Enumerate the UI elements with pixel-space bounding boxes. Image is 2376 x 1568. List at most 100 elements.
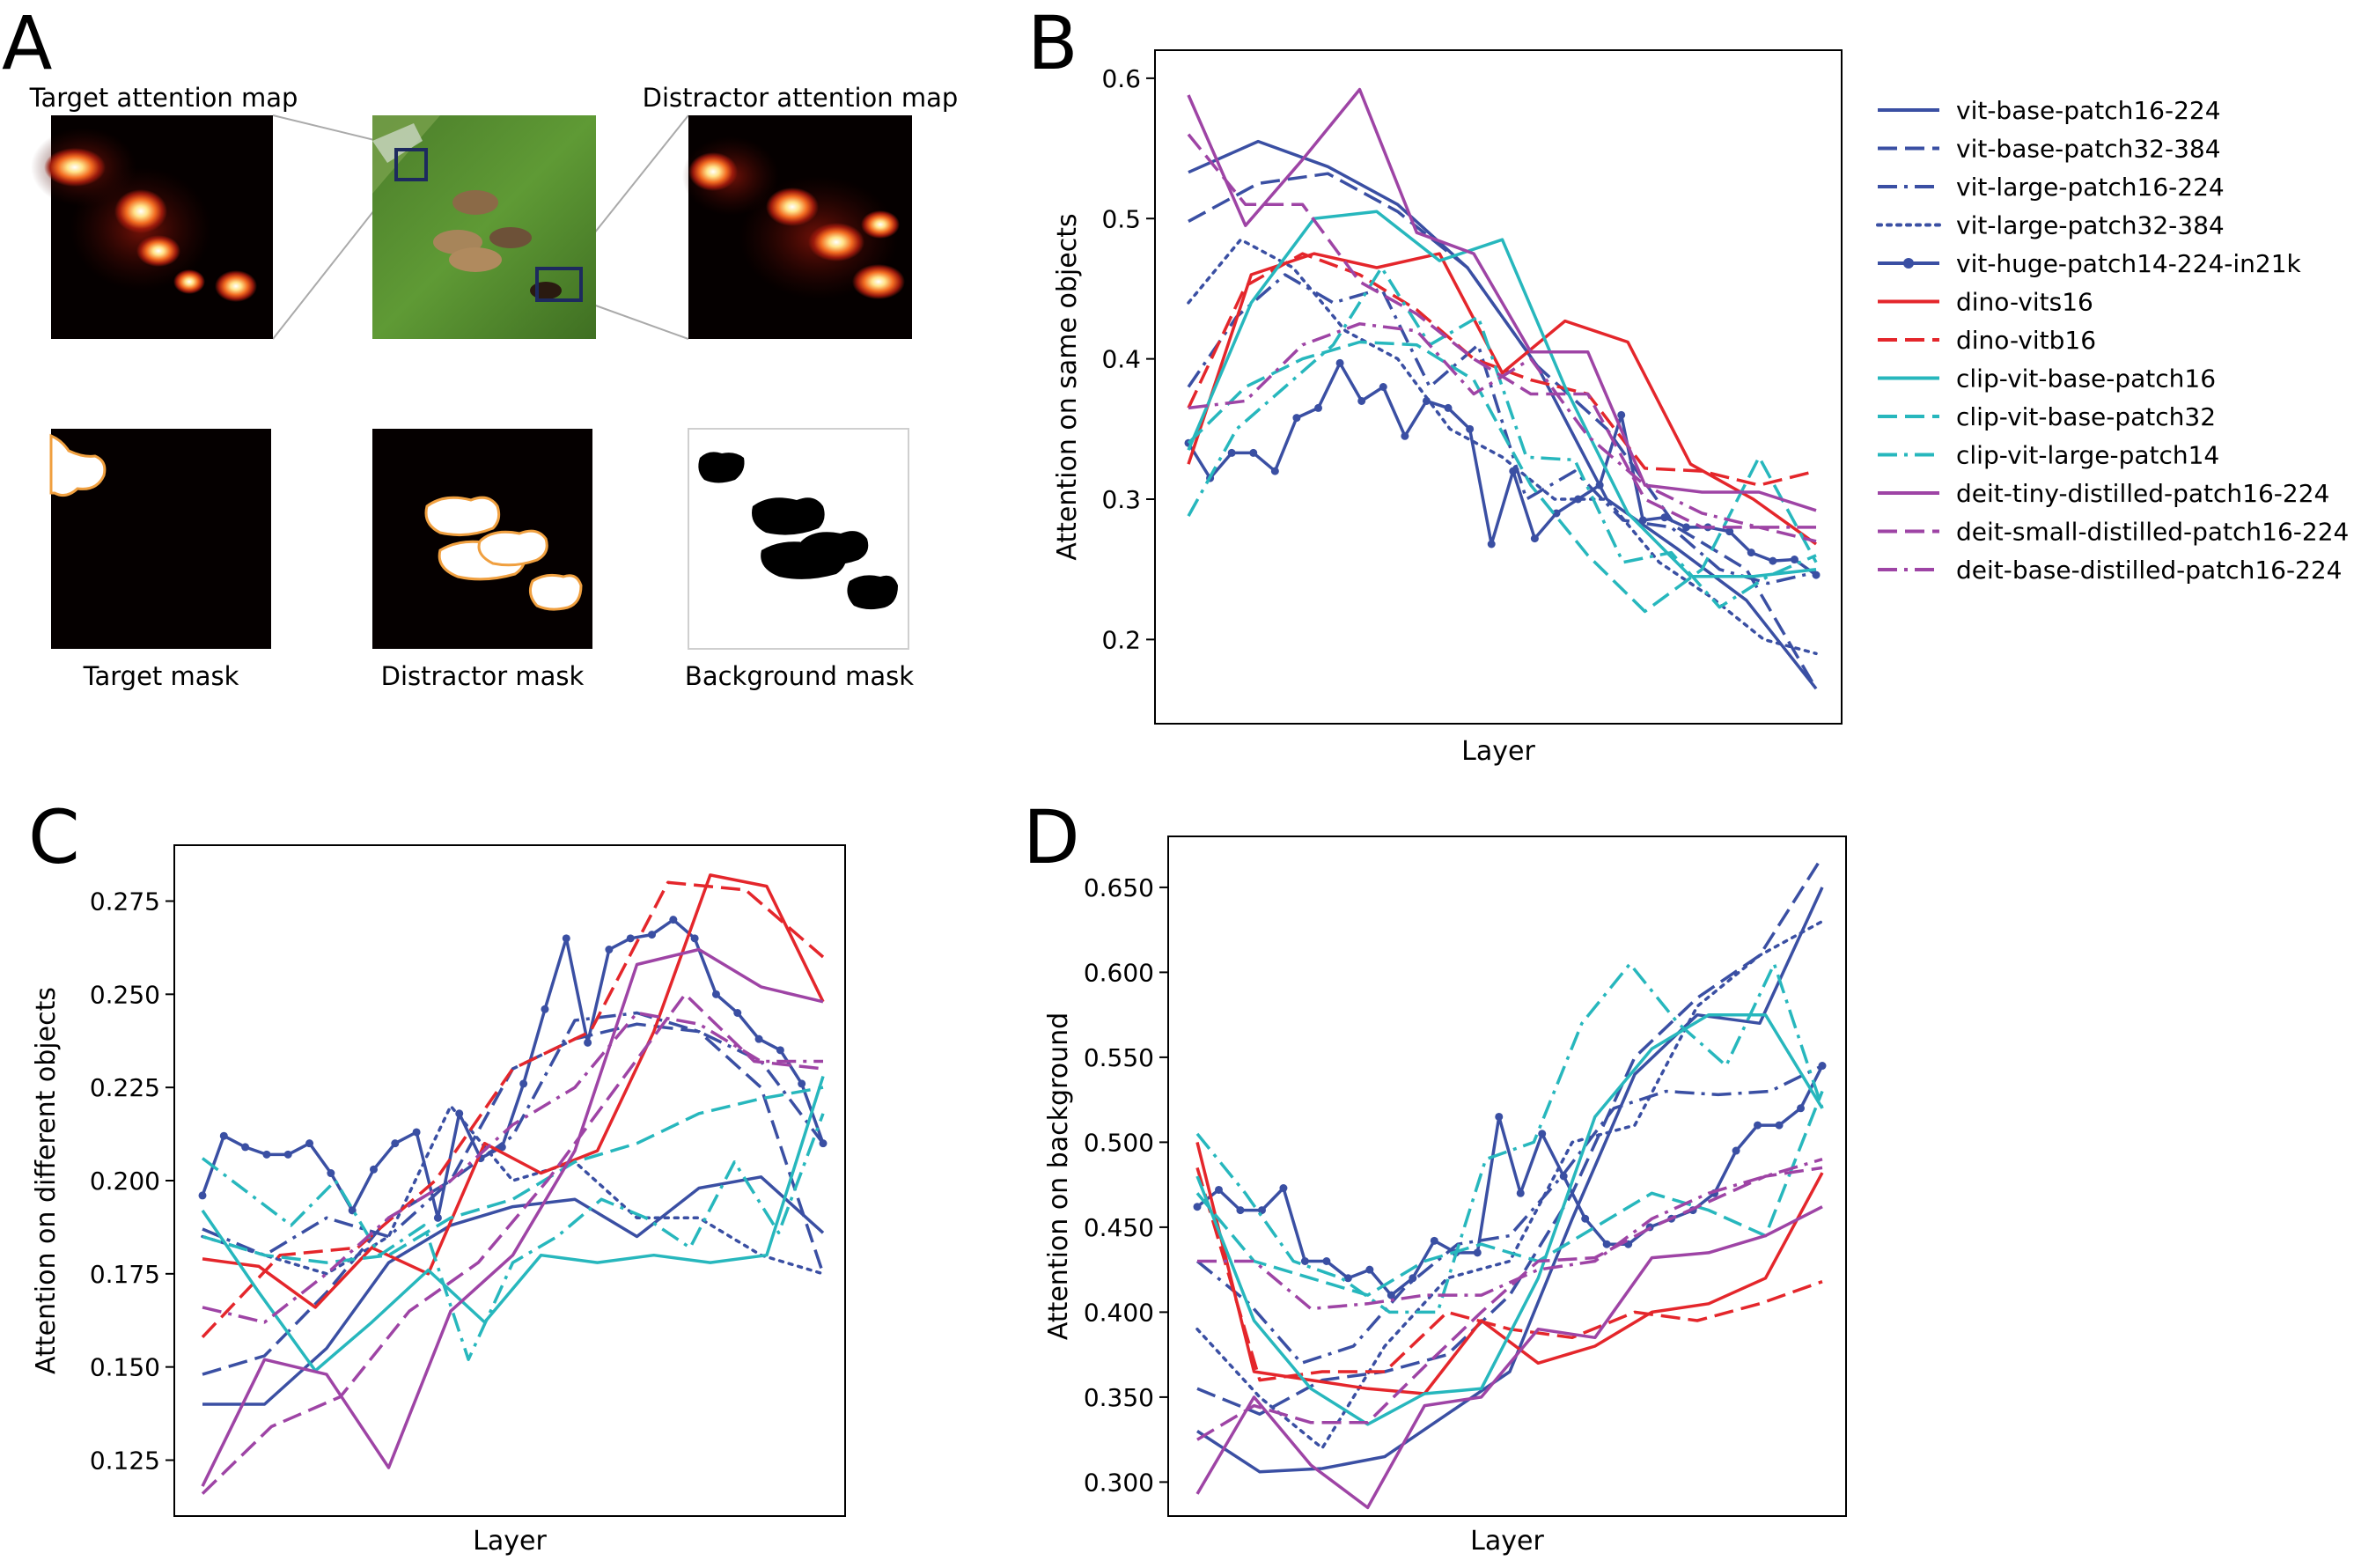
- series-point-vit-huge-patch14-224-in21k: [605, 946, 614, 954]
- series-point-vit-huge-patch14-224-in21k: [1257, 1206, 1266, 1215]
- legend-label-dino-vitb16: dino-vitb16: [1956, 326, 2096, 355]
- series-point-vit-huge-patch14-224-in21k: [626, 934, 635, 943]
- y-tick-label: 0.2: [1101, 625, 1141, 654]
- series-point-vit-huge-patch14-224-in21k: [412, 1128, 421, 1137]
- series-line-vit-base-patch16-224: [1196, 887, 1824, 1474]
- series-line-clip-vit-base-patch32: [1187, 340, 1818, 614]
- series-point-vit-huge-patch14-224-in21k: [819, 1139, 828, 1148]
- series-point-vit-huge-patch14-224-in21k: [1775, 1121, 1784, 1130]
- series-point-vit-huge-patch14-224-in21k: [219, 1131, 228, 1140]
- series-point-vit-huge-patch14-224-in21k: [1638, 516, 1647, 525]
- series-line-vit-large-patch32-384: [1195, 919, 1824, 1450]
- series-line-vit-huge-patch14-224-in21k: [1195, 1064, 1824, 1297]
- plot-frame: [1154, 49, 1843, 725]
- series-point-vit-huge-patch14-224-in21k: [1595, 481, 1604, 490]
- series-point-vit-huge-patch14-224-in21k: [1444, 403, 1453, 412]
- series-line-deit-tiny-distilled-patch16-224: [1195, 1205, 1823, 1510]
- duck-photo: [372, 115, 596, 339]
- series-point-vit-huge-patch14-224-in21k: [1430, 1236, 1438, 1245]
- target-mask-image: [49, 429, 271, 649]
- series-point-vit-huge-patch14-224-in21k: [690, 934, 699, 943]
- series-line-vit-base-patch16-224: [1188, 139, 1818, 690]
- series-line-deit-base-distilled-patch16-224: [1188, 322, 1816, 529]
- panel-label-d: D: [1023, 794, 1080, 880]
- series-point-vit-huge-patch14-224-in21k: [584, 1038, 592, 1047]
- series-point-vit-huge-patch14-224-in21k: [1769, 556, 1777, 565]
- series-line-deit-base-distilled-patch16-224: [1197, 1158, 1823, 1311]
- series-point-vit-huge-patch14-224-in21k: [1754, 1121, 1762, 1130]
- series-line-vit-huge-patch14-224-in21k: [201, 917, 825, 1220]
- panel-label-a: A: [2, 0, 52, 86]
- legend-label-deit-small-distilled-patch16-224: deit-small-distilled-patch16-224: [1956, 518, 2349, 547]
- series-point-vit-huge-patch14-224-in21k: [369, 1165, 378, 1174]
- series-point-vit-huge-patch14-224-in21k: [1617, 410, 1626, 419]
- legend-label-vit-huge-patch14-224-in21k: vit-huge-patch14-224-in21k: [1956, 249, 2302, 278]
- series-point-vit-huge-patch14-224-in21k: [1249, 448, 1258, 457]
- series-point-vit-huge-patch14-224-in21k: [1422, 396, 1431, 405]
- legend-label-clip-vit-base-patch32: clip-vit-base-patch32: [1956, 402, 2216, 431]
- series-line-dino-vits16: [1187, 252, 1818, 546]
- panel-b-chart: 0.2 0.3 0.4 0.5 0.6 Layer Attention on same ob…: [1052, 49, 1843, 767]
- y-axis-label: Attention on background: [1043, 1012, 1074, 1340]
- series-point-vit-huge-patch14-224-in21k: [1292, 414, 1301, 423]
- target-mask-caption: Target mask: [83, 661, 239, 691]
- panel-b-legend: vit-base-patch16-224 vit-base-patch32-384…: [1876, 96, 2349, 585]
- x-axis-label: Layer: [1461, 736, 1535, 767]
- series-point-vit-huge-patch14-224-in21k: [1343, 1274, 1352, 1283]
- series-point-vit-huge-patch14-224-in21k: [1365, 1265, 1374, 1274]
- y-tick-label: 0.300: [1084, 1468, 1154, 1497]
- series-point-vit-huge-patch14-224-in21k: [241, 1143, 250, 1152]
- series-point-vit-huge-patch14-224-in21k: [455, 1109, 464, 1118]
- series-line-dino-vitb16: [1195, 1167, 1823, 1382]
- series-point-vit-huge-patch14-224-in21k: [1357, 396, 1366, 405]
- series-point-vit-huge-patch14-224-in21k: [1236, 1206, 1245, 1215]
- series-point-vit-huge-patch14-224-in21k: [1574, 495, 1583, 504]
- target-attention-map-caption: Target attention map: [29, 83, 298, 113]
- y-tick-label: 0.275: [90, 887, 160, 917]
- series-line-deit-base-distilled-patch16-224: [202, 1011, 823, 1324]
- series-point-vit-huge-patch14-224-in21k: [1747, 548, 1755, 557]
- y-axis-label: Attention on different objects: [31, 987, 62, 1374]
- legend-label-vit-large-patch32-384: vit-large-patch32-384: [1956, 211, 2225, 240]
- series-line-clip-vit-base-patch32: [1195, 1090, 1824, 1297]
- legend-label-dino-vits16: dino-vits16: [1956, 288, 2093, 317]
- series-point-vit-huge-patch14-224-in21k: [1300, 1257, 1309, 1265]
- y-tick-label: 0.200: [90, 1167, 160, 1196]
- legend-marker: [1903, 258, 1914, 269]
- series-point-vit-huge-patch14-224-in21k: [754, 1034, 763, 1043]
- series-point-vit-huge-patch14-224-in21k: [1409, 1274, 1417, 1283]
- series-point-vit-huge-patch14-224-in21k: [1660, 513, 1669, 522]
- x-axis-label: Layer: [1470, 1526, 1544, 1557]
- y-tick-label: 0.400: [1084, 1298, 1154, 1327]
- series-line-vit-base-patch32-384: [202, 1022, 825, 1376]
- distractor-attention-heatmap: [682, 115, 912, 339]
- legend-label-vit-base-patch16-224: vit-base-patch16-224: [1956, 96, 2221, 125]
- series-line-dino-vits16: [1195, 1141, 1824, 1395]
- background-mask-image: [688, 428, 909, 650]
- series-point-vit-huge-patch14-224-in21k: [1552, 509, 1561, 518]
- panel-a: Target attention map Distractor attentio…: [29, 83, 959, 691]
- series-point-vit-huge-patch14-224-in21k: [1732, 1146, 1740, 1155]
- series-point-vit-huge-patch14-224-in21k: [562, 934, 570, 943]
- series-line-clip-vit-large-patch14: [201, 1113, 825, 1361]
- series-point-vit-huge-patch14-224-in21k: [1335, 358, 1344, 367]
- series-line-dino-vitb16: [1187, 252, 1817, 487]
- series-point-vit-huge-patch14-224-in21k: [1401, 431, 1409, 440]
- series-point-vit-huge-patch14-224-in21k: [1473, 1248, 1482, 1257]
- distractor-mask-image: [372, 429, 592, 649]
- series-line-deit-small-distilled-patch16-224: [1196, 1166, 1823, 1441]
- series-point-vit-huge-patch14-224-in21k: [1812, 571, 1821, 579]
- series-point-vit-huge-patch14-224-in21k: [1227, 448, 1236, 457]
- series-point-vit-huge-patch14-224-in21k: [497, 1143, 506, 1152]
- y-tick-label: 0.650: [1084, 873, 1154, 902]
- series-point-vit-huge-patch14-224-in21k: [283, 1150, 292, 1159]
- series-line-clip-vit-base-patch16: [1195, 1012, 1824, 1426]
- series-point-vit-huge-patch14-224-in21k: [1602, 1240, 1611, 1248]
- legend-label-vit-base-patch32-384: vit-base-patch32-384: [1956, 135, 2221, 164]
- series-point-vit-huge-patch14-224-in21k: [1790, 556, 1799, 564]
- series-point-vit-huge-patch14-224-in21k: [1487, 540, 1496, 548]
- series-line-clip-vit-base-patch32: [202, 1086, 824, 1264]
- legend-label-deit-tiny-distilled-patch16-224: deit-tiny-distilled-patch16-224: [1956, 479, 2329, 508]
- distractor-mask-caption: Distractor mask: [381, 661, 585, 691]
